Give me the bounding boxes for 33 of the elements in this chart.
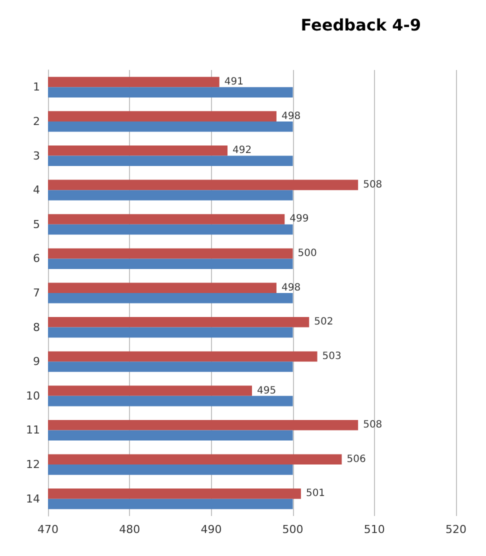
data-label: 499 (290, 214, 309, 225)
y-tick-label: 4 (33, 184, 40, 197)
y-tick-label: 12 (26, 458, 40, 472)
y-tick-label: 7 (33, 286, 40, 300)
data-label: 508 (363, 420, 382, 431)
y-tick-label: 6 (33, 252, 40, 266)
data-label: 498 (281, 282, 301, 294)
y-tick-label: 2 (33, 114, 40, 128)
y-tick-label: 14 (26, 492, 40, 506)
data-label: 502 (314, 316, 334, 328)
y-tick-label: 11 (26, 424, 40, 437)
data-label: 491 (224, 76, 244, 88)
x-tick-label: 520 (446, 523, 466, 536)
x-tick-label: 480 (119, 523, 140, 536)
chart-title: Feedback 4-9 (300, 16, 422, 34)
x-tick-label: 470 (38, 523, 58, 536)
data-label: 495 (257, 385, 276, 396)
y-tick-label: 1 (33, 80, 40, 94)
data-label: 500 (298, 248, 317, 260)
x-tick-label: 500 (282, 523, 304, 536)
x-tick-label: 490 (200, 523, 222, 536)
data-label: 506 (346, 454, 366, 465)
y-tick-label: 5 (33, 218, 40, 231)
data-label: 501 (306, 488, 326, 500)
y-tick-label: 3 (33, 149, 40, 162)
y-tick-label: 9 (33, 355, 40, 368)
data-label: 503 (322, 350, 342, 362)
data-label: 508 (363, 179, 382, 190)
data-label: 498 (281, 110, 301, 122)
y-tick-label: 8 (33, 320, 40, 334)
x-tick-label: 510 (364, 523, 385, 536)
y-tick-label: 10 (26, 389, 40, 402)
data-label: 492 (232, 145, 252, 156)
